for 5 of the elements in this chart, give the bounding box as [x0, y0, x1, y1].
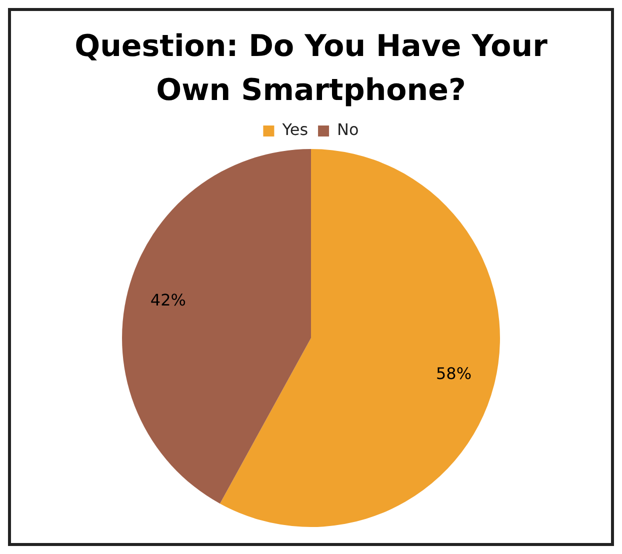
legend-label: No	[337, 120, 359, 140]
data-label: 58%	[436, 364, 472, 383]
data-label: 42%	[150, 290, 186, 310]
chart-title: Question: Do You Have Your Own Smartphone?	[74, 28, 548, 110]
legend-label: Yes	[281, 120, 308, 140]
